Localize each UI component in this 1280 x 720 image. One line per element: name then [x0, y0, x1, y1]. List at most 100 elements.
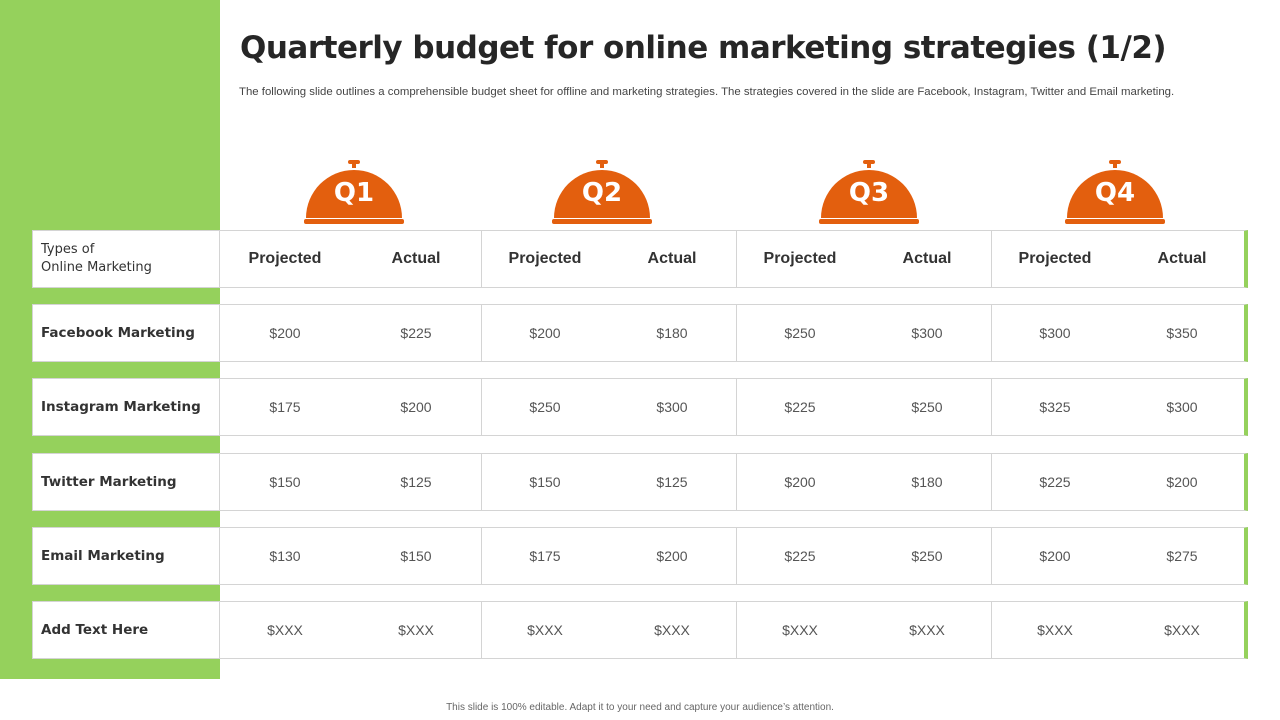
- row-label: Email Marketing: [41, 548, 165, 564]
- table-header-row: Types of Online Marketing Projected Actu…: [32, 230, 1248, 288]
- header-label-cell: Types of Online Marketing: [33, 231, 220, 287]
- value-cell: $200: [656, 548, 688, 564]
- value-cell: $175: [529, 548, 561, 564]
- row-label-cell: Facebook Marketing: [33, 305, 220, 361]
- slide-footer: This slide is 100% editable. Adapt it to…: [446, 702, 834, 713]
- row-label-cell: Add Text Here: [33, 602, 220, 658]
- header-label-line-1: Types of: [41, 242, 95, 257]
- row-group-q4: $XXX $XXX: [991, 602, 1245, 658]
- row-label-cell: Email Marketing: [33, 528, 220, 584]
- value-cell: $300: [656, 399, 688, 415]
- value-cell: $125: [400, 474, 432, 490]
- value-cell: $300: [911, 325, 943, 341]
- header-group-q4: Projected Actual: [991, 231, 1245, 287]
- value-cell: $150: [269, 474, 301, 490]
- table-row-twitter: Twitter Marketing $150 $125 $150 $125 $2…: [32, 453, 1248, 511]
- header-actual: Actual: [391, 250, 441, 267]
- row-group-q4: $225 $200: [991, 454, 1245, 510]
- header-projected: Projected: [508, 250, 582, 267]
- cloche-icon: [304, 160, 404, 224]
- table-row-add-text: Add Text Here $XXX $XXX $XXX $XXX $XXX $…: [32, 601, 1248, 659]
- value-cell: $150: [529, 474, 561, 490]
- value-cell: $225: [784, 548, 816, 564]
- header-actual: Actual: [647, 250, 697, 267]
- value-cell: $130: [269, 548, 301, 564]
- cloche-icon: [819, 160, 919, 224]
- value-cell: $275: [1166, 548, 1198, 564]
- row-group-q1: $150 $125: [220, 454, 481, 510]
- row-group-q1: $130 $150: [220, 528, 481, 584]
- cloche-icon: [552, 160, 652, 224]
- row-group-q3: $250 $300: [736, 305, 991, 361]
- quarter-badge-q1: Q1: [304, 160, 404, 226]
- header-projected: Projected: [248, 250, 322, 267]
- row-group-q3: $200 $180: [736, 454, 991, 510]
- row-group-q1: $175 $200: [220, 379, 481, 435]
- value-cell: $XXX: [909, 622, 945, 638]
- value-cell: $XXX: [654, 622, 690, 638]
- value-cell: $XXX: [782, 622, 818, 638]
- value-cell: $350: [1166, 325, 1198, 341]
- quarter-label-q1: Q1: [333, 178, 375, 208]
- row-group-q2: $175 $200: [481, 528, 736, 584]
- header-projected: Projected: [1018, 250, 1092, 267]
- slide-title: Quarterly budget for online marketing st…: [240, 30, 1167, 66]
- quarter-label-q2: Q2: [581, 178, 623, 208]
- value-cell: $180: [911, 474, 943, 490]
- value-cell: $180: [656, 325, 688, 341]
- value-cell: $225: [400, 325, 432, 341]
- cloche-icon: [1065, 160, 1165, 224]
- value-cell: $250: [911, 548, 943, 564]
- table-row-facebook: Facebook Marketing $200 $225 $200 $180 $…: [32, 304, 1248, 362]
- row-group-q4: $200 $275: [991, 528, 1245, 584]
- value-cell: $200: [269, 325, 301, 341]
- value-cell: $200: [400, 399, 432, 415]
- quarter-badge-q2: Q2: [552, 160, 652, 226]
- row-group-q3: $XXX $XXX: [736, 602, 991, 658]
- row-group-q2: $250 $300: [481, 379, 736, 435]
- table-row-instagram: Instagram Marketing $175 $200 $250 $300 …: [32, 378, 1248, 436]
- quarter-label-q3: Q3: [848, 178, 890, 208]
- value-cell: $XXX: [267, 622, 303, 638]
- value-cell: $325: [1039, 399, 1071, 415]
- row-group-q3: $225 $250: [736, 379, 991, 435]
- value-cell: $225: [784, 399, 816, 415]
- value-cell: $175: [269, 399, 301, 415]
- header-group-q1: Projected Actual: [220, 231, 481, 287]
- row-group-q3: $225 $250: [736, 528, 991, 584]
- value-cell: $200: [784, 474, 816, 490]
- quarter-badge-q4: Q4: [1065, 160, 1165, 226]
- header-group-q2: Projected Actual: [481, 231, 736, 287]
- value-cell: $200: [529, 325, 561, 341]
- row-group-q4: $325 $300: [991, 379, 1245, 435]
- value-cell: $225: [1039, 474, 1071, 490]
- row-group-q2: $200 $180: [481, 305, 736, 361]
- value-cell: $XXX: [1164, 622, 1200, 638]
- value-cell: $300: [1166, 399, 1198, 415]
- value-cell: $150: [400, 548, 432, 564]
- value-cell: $250: [784, 325, 816, 341]
- slide-subtitle: The following slide outlines a comprehen…: [239, 86, 1175, 98]
- row-label-cell: Twitter Marketing: [33, 454, 220, 510]
- row-label: Facebook Marketing: [41, 325, 195, 341]
- value-cell: $XXX: [398, 622, 434, 638]
- table-row-email: Email Marketing $130 $150 $175 $200 $225…: [32, 527, 1248, 585]
- value-cell: $200: [1039, 548, 1071, 564]
- row-label: Add Text Here: [41, 622, 149, 638]
- row-group-q2: $150 $125: [481, 454, 736, 510]
- value-cell: $200: [1166, 474, 1198, 490]
- value-cell: $250: [911, 399, 943, 415]
- value-cell: $XXX: [1037, 622, 1073, 638]
- row-group-q2: $XXX $XXX: [481, 602, 736, 658]
- value-cell: $300: [1039, 325, 1071, 341]
- value-cell: $125: [656, 474, 688, 490]
- value-cell: $XXX: [527, 622, 563, 638]
- quarter-badge-q3: Q3: [819, 160, 919, 226]
- header-label-line-2: Online Marketing: [41, 260, 152, 275]
- row-label-cell: Instagram Marketing: [33, 379, 220, 435]
- value-cell: $250: [529, 399, 561, 415]
- header-group-q3: Projected Actual: [736, 231, 991, 287]
- quarter-label-q4: Q4: [1094, 178, 1136, 208]
- row-group-q4: $300 $350: [991, 305, 1245, 361]
- header-projected: Projected: [763, 250, 837, 267]
